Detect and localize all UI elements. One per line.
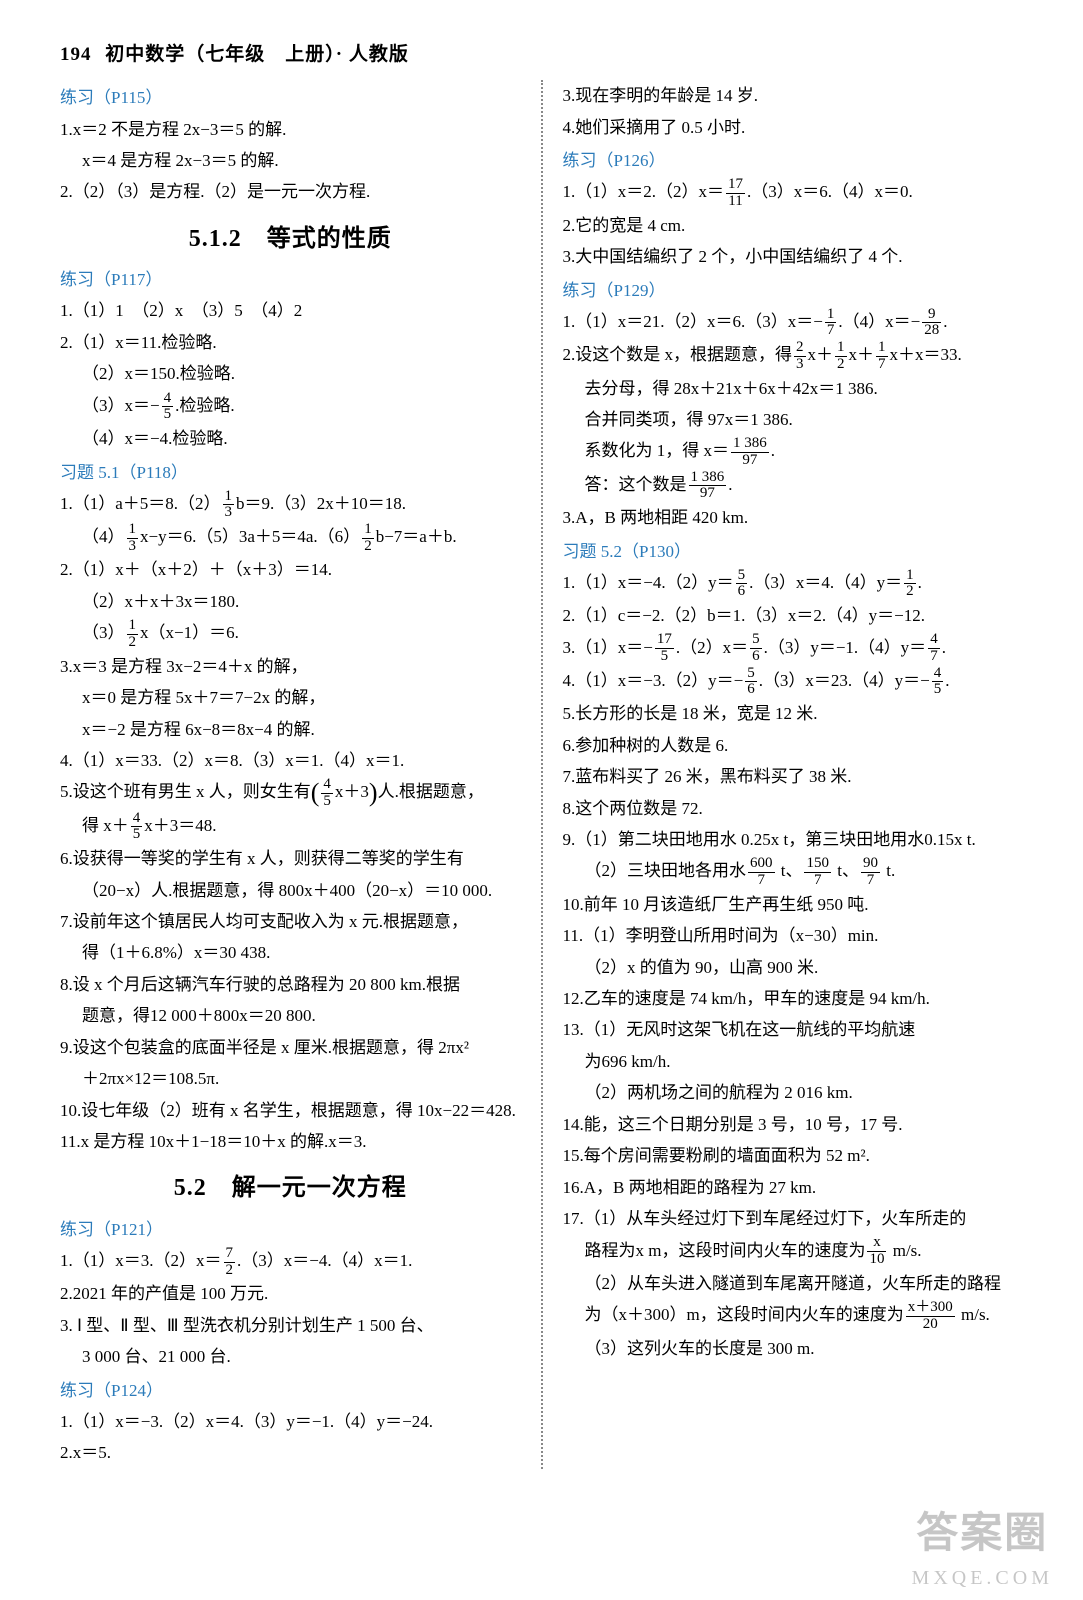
text-line: （4）13x−y＝6.（5）3a＋5＝4a.（6）12b−7＝a＋b. [60,521,521,554]
text-line: 路程为x m，这段时间内火车的速度为x10 m/s. [563,1235,1024,1268]
text-line: 2.设这个数是 x，根据题意，得23x＋12x＋17x＋x＝33. [563,339,1024,372]
text-line: x＝0 是方程 5x＋7＝7−2x 的解， [60,682,521,713]
page-header: 194 初中数学（七年级 上册）· 人教版 [60,40,1023,70]
column-divider [541,80,543,1468]
text-line: 3.现在李明的年龄是 14 岁. [563,80,1024,111]
section-p121: 练习（P121） [60,1216,521,1243]
text-line: 1.（1）x＝2.（2）x＝1711.（3）x＝6.（4）x＝0. [563,176,1024,209]
text-line: 9.设这个包装盒的底面半径是 x 厘米.根据题意，得 2πx² [60,1032,521,1063]
text-line: 15.每个房间需要粉刷的墙面面积为 52 m². [563,1140,1024,1171]
text-line: ＋2πx×12＝108.5π. [60,1063,521,1094]
text-line: x＝4 是方程 2x−3＝5 的解. [60,145,521,176]
text-line: 1.（1）a＋5＝8.（2）13b＝9.（3）2x＋10＝18. [60,488,521,521]
text-line: （2）两机场之间的航程为 2 016 km. [563,1077,1024,1108]
text-line: 3.大中国结编织了 2 个，小中国结编织了 4 个. [563,241,1024,272]
watermark-text: 答案圈 [912,1501,1053,1568]
text-line: 6.参加种树的人数是 6. [563,730,1024,761]
text-line: 4.她们采摘用了 0.5 小时. [563,112,1024,143]
text-line: （3）这列火车的长度是 300 m. [563,1333,1024,1364]
heading-5-2: 5.2 解一元一次方程 [60,1169,521,1207]
text-line: （20−x）人.根据题意，得 800x＋400（20−x）＝10 000. [60,875,521,906]
section-xt52: 习题 5.2（P130） [563,538,1024,565]
text-line: 5.长方形的长是 18 米，宽是 12 米. [563,698,1024,729]
text-line: 为（x＋300）m，这段时间内火车的速度为x＋30020 m/s. [563,1299,1024,1332]
text-line: （2）x＋x＋3x＝180. [60,586,521,617]
text-line: 9.（1）第二块田地用水 0.25x t，第三块田地用水0.15x t. [563,824,1024,855]
text-line: 5.设这个班有男生 x 人，则女生有(45x＋3)人.根据题意， [60,776,521,809]
text-line: 得（1＋6.8%）x＝30 438. [60,937,521,968]
text-line: 13.（1）无风时这架飞机在这一航线的平均航速 [563,1014,1024,1045]
text-line: 2.它的宽是 4 cm. [563,210,1024,241]
text-line: 2.（1）c＝−2.（2）b＝1.（3）x＝2.（4）y＝−12. [563,600,1024,631]
section-p117: 练习（P117） [60,266,521,293]
text-line: 17.（1）从车头经过灯下到车尾经过灯下，火车所走的 [563,1203,1024,1234]
right-column: 3.现在李明的年龄是 14 岁. 4.她们采摘用了 0.5 小时. 练习（P12… [563,80,1024,1468]
text-line: 2.（1）x＋（x＋2）＋（x＋3）＝14. [60,554,521,585]
text-line: 1.（1）x＝−4.（2）y＝56.（3）x＝4.（4）y＝12. [563,567,1024,600]
text-line: 11.x 是方程 10x＋1−18＝10＋x 的解.x＝3. [60,1126,521,1157]
text-line: 系数化为 1，得 x＝1 38697. [563,435,1024,468]
text-line: 为696 km/h. [563,1046,1024,1077]
text-line: 3.A，B 两地相距 420 km. [563,502,1024,533]
text-line: 1.（1）x＝3.（2）x＝72.（3）x＝−4.（4）x＝1. [60,1245,521,1278]
text-line: 1.（1）x＝21.（2）x＝6.（3）x＝−17.（4）x＝−928. [563,306,1024,339]
section-p126: 练习（P126） [563,147,1024,174]
text-line: 10.设七年级（2）班有 x 名学生，根据题意，得 10x−22＝428. [60,1095,521,1126]
text-line: 3 000 台、21 000 台. [60,1341,521,1372]
text-line: （3）x＝−45.检验略. [60,390,521,423]
text-line: 12.乙车的速度是 74 km/h，甲车的速度是 94 km/h. [563,983,1024,1014]
section-xt51: 习题 5.1（P118） [60,459,521,486]
text-line: 题意，得12 000＋800x＝20 800. [60,1000,521,1031]
text-line: （4）x＝−4.检验略. [60,423,521,454]
text-line: 6.设获得一等奖的学生有 x 人，则获得二等奖的学生有 [60,843,521,874]
text-line: 3. Ⅰ 型、Ⅱ 型、Ⅲ 型洗衣机分别计划生产 1 500 台、 [60,1310,521,1341]
section-p115: 练习（P115） [60,84,521,111]
watermark-url: MXQE.COM [912,1562,1053,1594]
text-line: 14.能，这三个日期分别是 3 号，10 号，17 号. [563,1109,1024,1140]
text-line: 3.x＝3 是方程 3x−2＝4＋x 的解， [60,651,521,682]
section-p129: 练习（P129） [563,277,1024,304]
section-p124: 练习（P124） [60,1377,521,1404]
left-column: 练习（P115） 1.x＝2 不是方程 2x−3＝5 的解. x＝4 是方程 2… [60,80,521,1468]
text-line: 2.2021 年的产值是 100 万元. [60,1278,521,1309]
text-line: 得 x＋45x＋3＝48. [60,810,521,843]
text-line: 4.（1）x＝33.（2）x＝8.（3）x＝1.（4）x＝1. [60,745,521,776]
text-line: 8.设 x 个月后这辆汽车行驶的总路程为 20 800 km.根据 [60,969,521,1000]
text-line: 2.x＝5. [60,1437,521,1468]
text-line: 2.（1）x＝11.检验略. [60,327,521,358]
page-number: 194 [60,40,92,70]
text-line: 8.这个两位数是 72. [563,793,1024,824]
text-line: x＝−2 是方程 6x−8＝8x−4 的解. [60,714,521,745]
book-title: 初中数学（七年级 上册）· 人教版 [105,44,409,65]
text-line: 1.（1）1 （2）x （3）5 （4）2 [60,295,521,326]
text-line: （2）三块田地各用水6007 t、1507 t、907 t. [563,855,1024,888]
text-line: 7.设前年这个镇居民人均可支配收入为 x 元.根据题意， [60,906,521,937]
watermark: 答案圈 MXQE.COM [912,1501,1053,1594]
text-line: 答：这个数是1 38697. [563,469,1024,502]
text-line: 1.（1）x＝−3.（2）x＝4.（3）y＝−1.（4）y＝−24. [60,1406,521,1437]
text-line: 合并同类项，得 97x＝1 386. [563,404,1024,435]
text-line: （2）x 的值为 90，山高 900 米. [563,952,1024,983]
text-line: 1.x＝2 不是方程 2x−3＝5 的解. [60,114,521,145]
heading-5-1-2: 5.1.2 等式的性质 [60,220,521,258]
text-line: 4.（1）x＝−3.（2）y＝−56.（3）x＝23.（4）y＝−45. [563,665,1024,698]
text-line: （2）x＝150.检验略. [60,358,521,389]
text-line: 3.（1）x＝−175.（2）x＝56.（3）y＝−1.（4）y＝47. [563,632,1024,665]
text-line: 10.前年 10 月该造纸厂生产再生纸 950 吨. [563,889,1024,920]
text-line: 7.蓝布料买了 26 米，黑布料买了 38 米. [563,761,1024,792]
text-line: （2）从车头进入隧道到车尾离开隧道，火车所走的路程 [563,1268,1024,1299]
text-line: 16.A，B 两地相距的路程为 27 km. [563,1172,1024,1203]
text-line: （3）12x（x−1）＝6. [60,617,521,650]
text-line: 2.（2）（3）是方程.（2）是一元一次方程. [60,176,521,207]
text-line: 11.（1）李明登山所用时间为（x−30）min. [563,920,1024,951]
text-line: 去分母，得 28x＋21x＋6x＋42x＝1 386. [563,373,1024,404]
